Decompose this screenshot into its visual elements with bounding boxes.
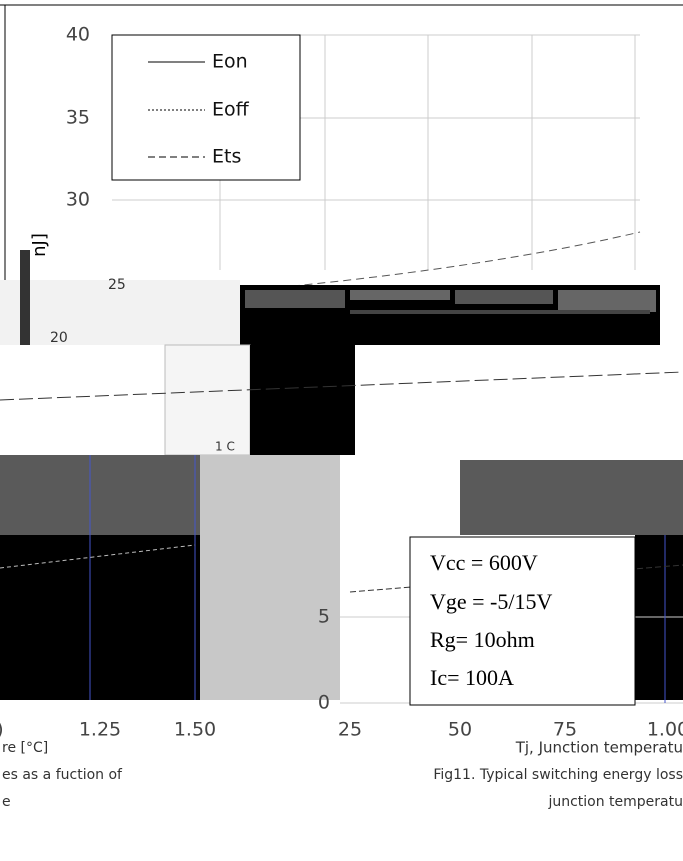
conditions-box	[409, 536, 636, 706]
y-axis-label: nJ]	[29, 233, 50, 257]
panel	[200, 455, 340, 700]
x-axis-label: Tj, Junction temperatu	[515, 739, 683, 757]
legend	[111, 34, 301, 181]
glitch-block	[250, 345, 355, 455]
glitch-stripe	[20, 250, 30, 345]
y-tick-label: 35	[66, 107, 90, 129]
glitch-stripe	[245, 290, 345, 308]
panel	[0, 455, 200, 535]
glitch-stripe	[455, 290, 553, 304]
y-tick-label: 40	[66, 24, 90, 46]
x-tick-label: 50	[448, 719, 472, 741]
x-tick-label: 1.00	[647, 719, 683, 741]
legend-label: Eon	[212, 51, 248, 73]
caption: e	[2, 794, 11, 810]
caption: junction temperatu	[547, 794, 683, 810]
caption: es as a fuction of	[2, 767, 123, 783]
caption: Fig11. Typical switching energy loss	[433, 767, 683, 783]
condition: Vge = -5/15V	[430, 589, 552, 614]
glitch-block	[164, 344, 251, 456]
glitch-stripe	[350, 290, 450, 300]
fragment: 25	[108, 277, 126, 293]
legend-label: Ets	[212, 146, 241, 168]
x-tick-label: 1.25	[79, 719, 121, 741]
curve	[0, 544, 196, 569]
panel	[0, 620, 200, 700]
condition: Ic= 100A	[430, 665, 514, 690]
glitch-stripe	[558, 290, 656, 312]
panel	[460, 460, 683, 535]
legend-label: Eoff	[212, 99, 250, 121]
y-tick-label: 0	[318, 692, 330, 714]
x-tick-label: 1.50	[174, 719, 216, 741]
x-tick-label: )	[0, 719, 4, 741]
condition: Rg= 10ohm	[430, 627, 535, 652]
x-tick-label: 25	[338, 719, 362, 741]
glitch-stripe	[350, 310, 650, 314]
caption: re [°C]	[2, 740, 48, 756]
y-tick-label: 5	[318, 606, 330, 628]
glitch-block	[0, 280, 240, 345]
condition: Vcc = 600V	[430, 550, 538, 575]
fragment: 1 C	[215, 440, 235, 454]
fragment: 20	[50, 330, 68, 346]
y-tick-label: 30	[66, 189, 90, 211]
x-tick-label: 75	[553, 719, 577, 741]
